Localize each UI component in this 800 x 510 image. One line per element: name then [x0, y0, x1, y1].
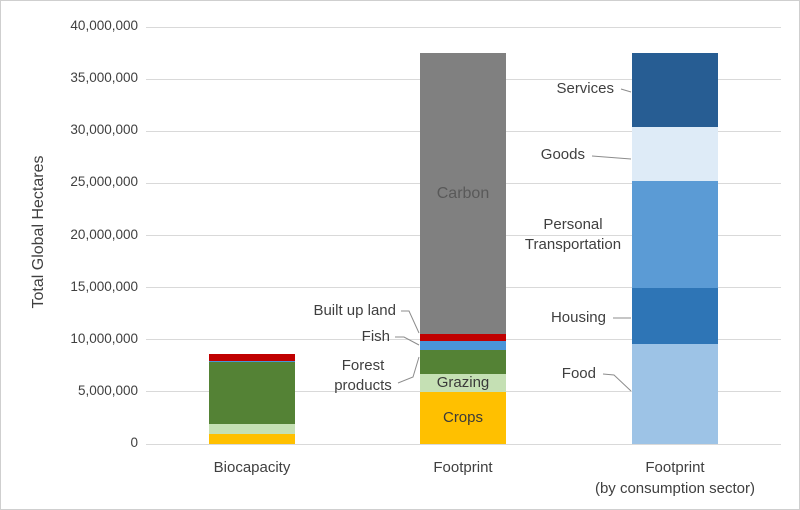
bar-segment-footprint-by-consumption-sector--personal-transportation — [632, 180, 718, 288]
segment-label-grazing: Grazing — [436, 374, 490, 392]
y-tick-label-30-000-000: 30,000,000 — [70, 122, 138, 138]
bar-segment-footprint-fish — [420, 340, 506, 350]
x-category-biocapacity: Biocapacity — [213, 459, 291, 476]
y-tick-label-10-000-000: 10,000,000 — [70, 330, 138, 346]
y-tick-label-15-000-000: 15,000,000 — [70, 278, 138, 294]
y-tick-label-40-000-000: 40,000,000 — [70, 18, 138, 34]
bar-segment-biocapacity-built-up-land — [209, 354, 295, 361]
segment-label-crops: Crops — [442, 409, 483, 427]
bar-segment-footprint-grazing — [420, 373, 506, 393]
personal-transportation-label: Personal Transportation — [524, 216, 622, 253]
fish-leader-line — [395, 336, 420, 346]
bar-segment-footprint-by-consumption-sector--food — [632, 343, 718, 444]
gridline-40-000-000 — [146, 26, 781, 28]
bar-segment-biocapacity-fish — [209, 360, 295, 363]
y-tick-label-5-000-000: 5,000,000 — [77, 382, 138, 398]
forest-products-label: Forest products — [334, 357, 392, 394]
goods-label: Goods — [540, 146, 585, 163]
bar-segment-footprint-by-consumption-sector--services — [632, 53, 718, 128]
x-category-footprint-by-sector: Footprint (by consumption sector) — [565, 457, 785, 499]
gridline-0 — [146, 443, 781, 445]
y-tick-label-25-000-000: 25,000,000 — [70, 174, 138, 190]
built-up-land-label: Built up land — [313, 302, 396, 319]
bar-segment-biocapacity-crops — [209, 434, 295, 444]
y-tick-label-0: 0 — [130, 435, 138, 450]
bar-segment-footprint-built-up-land — [420, 334, 506, 341]
bar-segment-footprint-crops — [420, 392, 506, 444]
bar-segment-footprint-forest-products — [420, 349, 506, 374]
built-up-land-leader-line — [401, 310, 420, 334]
bar-segment-footprint-by-consumption-sector--goods — [632, 127, 718, 181]
bar-segment-biocapacity-grazing — [209, 424, 295, 435]
x-category-footprint: Footprint — [433, 459, 493, 476]
y-tick-label-20-000-000: 20,000,000 — [70, 226, 138, 242]
food-label: Food — [561, 365, 596, 382]
bar-segment-footprint-by-consumption-sector--housing — [632, 287, 718, 344]
x-category-footprint-by-sector-line1: Footprint — [645, 459, 705, 476]
y-tick-label-35-000-000: 35,000,000 — [70, 70, 138, 86]
services-leader-line — [620, 88, 632, 93]
segment-label-carbon: Carbon — [436, 184, 490, 202]
bar-segment-footprint-carbon — [420, 53, 506, 335]
x-category-footprint-by-sector-line2: (by consumption sector) — [594, 480, 756, 497]
fish-label: Fish — [361, 328, 390, 345]
services-label: Services — [556, 80, 614, 97]
bar-segment-biocapacity-forest-products — [209, 362, 295, 425]
food-leader-line — [602, 373, 632, 392]
goods-leader-line — [591, 155, 632, 160]
housing-label: Housing — [550, 309, 606, 326]
